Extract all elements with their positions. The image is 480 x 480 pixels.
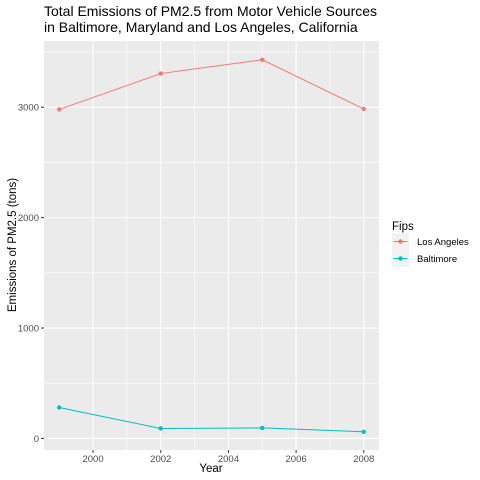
legend-label-baltimore: Baltimore (417, 254, 457, 265)
legend-label-los-angeles: Los Angeles (417, 237, 469, 248)
major-gridlines (44, 41, 379, 450)
y-tick-label: 0 (34, 434, 39, 445)
data-point-baltimore (260, 425, 265, 431)
plot-panel (44, 41, 379, 450)
data-point-los-angeles (158, 71, 163, 76)
x-tick-label: 2004 (218, 454, 239, 465)
x-tick-label: 2002 (150, 454, 171, 465)
data-point-baltimore (361, 429, 366, 434)
data-point-baltimore (158, 426, 163, 431)
series-line-los-angeles (59, 59, 364, 110)
y-tick-label: 1000 (18, 324, 39, 335)
y-tick-label: 2000 (18, 213, 39, 224)
series-line-baltimore (59, 407, 364, 433)
legend-key-los-angeles (392, 233, 409, 250)
x-tick-label: 2008 (353, 454, 374, 465)
legend-key-baltimore (392, 250, 409, 267)
x-axis-title: Year (199, 463, 222, 475)
data-point-los-angeles (57, 107, 62, 112)
x-tick-label: 2006 (286, 454, 307, 465)
data-point-los-angeles (361, 106, 366, 112)
chart-title-line-1: Total Emissions of PM2.5 from Motor Vehi… (44, 3, 377, 19)
y-axis-title: Emissions of PM2.5 (tons) (7, 178, 19, 312)
x-tick-label: 2000 (82, 454, 103, 465)
data-point-los-angeles (260, 57, 265, 62)
legend-key-point (398, 256, 403, 261)
y-tick-label: 3000 (18, 103, 39, 114)
data-point-baltimore (57, 405, 62, 410)
chart-title-line-2: in Baltimore, Maryland and Los Angeles, … (44, 19, 358, 35)
axis-ticks: 2000 2002 2004 2006 2008 0 1000 2000 3000 (18, 103, 374, 465)
minor-gridlines (44, 41, 379, 450)
legend-key-point (398, 239, 403, 244)
legend: Fips Los Angeles Baltimore (392, 221, 469, 267)
series-layer (57, 57, 366, 434)
legend-title: Fips (392, 221, 414, 233)
